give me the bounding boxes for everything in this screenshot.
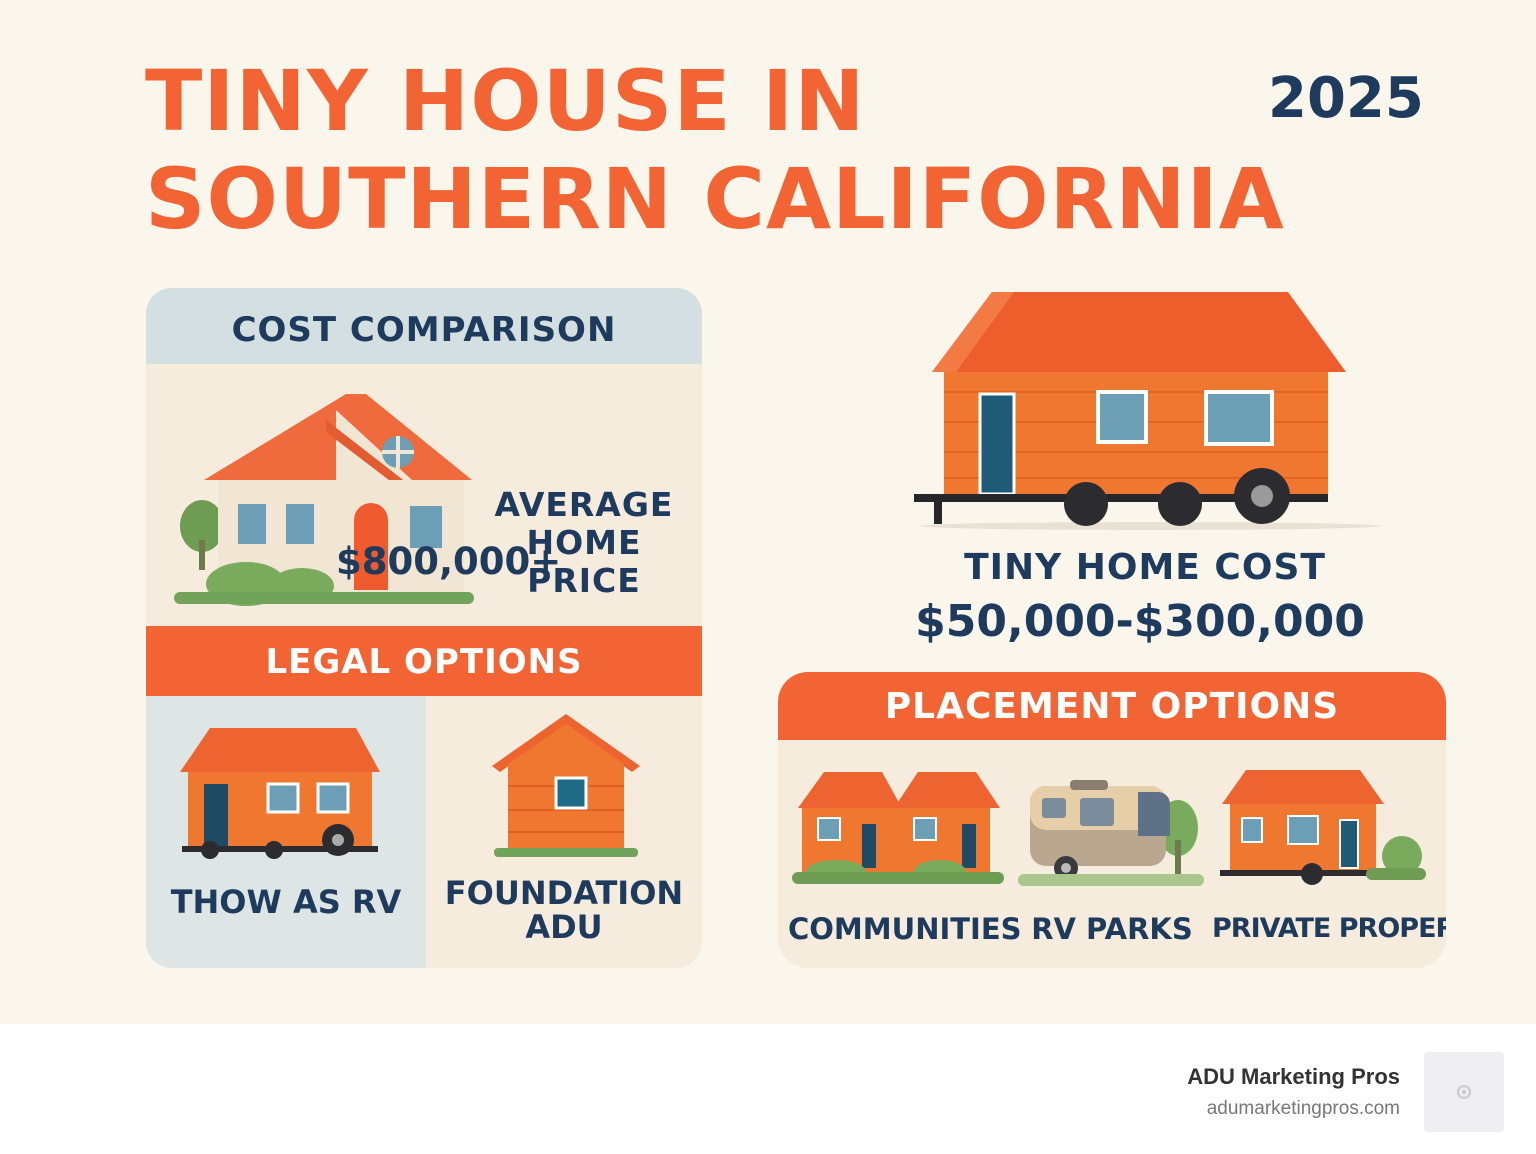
average-label-line-3: PRICE xyxy=(527,561,641,600)
placement-options-panel: PLACEMENT OPTIONS xyxy=(778,672,1446,968)
foundation-adu-icon xyxy=(492,714,640,857)
brand-name: ADU Marketing Pros xyxy=(1187,1064,1400,1089)
rv-parks-label: RV PARKS xyxy=(1031,912,1193,946)
cost-and-legal-panel: COST COMPARISON xyxy=(146,288,702,968)
average-label-line-2: HOME xyxy=(526,523,642,562)
legal-option-foundation-adu: FOUNDATION ADU xyxy=(426,696,702,968)
thow-as-rv-label: THOW AS RV xyxy=(170,883,402,921)
foundation-label-line-2: ADU xyxy=(525,908,603,946)
attribution-footer xyxy=(0,1024,1536,1154)
private-property-house-icon xyxy=(1220,770,1426,885)
rv-park-icon xyxy=(1018,780,1204,886)
year-label: 2025 xyxy=(1268,66,1424,131)
page-title: TINY HOUSE IN SOUTHERN CALIFORNIA xyxy=(145,52,1285,248)
community-houses-icon xyxy=(792,772,1004,884)
brand-url: adumarketingpros.com xyxy=(1206,1098,1400,1119)
average-label-line-1: AVERAGE xyxy=(494,485,674,524)
tiny-home-cost-value: $50,000-$300,000 xyxy=(915,596,1365,647)
title-line-1: TINY HOUSE IN xyxy=(145,52,866,150)
tiny-home-cost-label: TINY HOME COST xyxy=(964,547,1326,588)
average-home-price-value: $800,000+ xyxy=(336,540,562,583)
foundation-label-line-1: FOUNDATION xyxy=(444,874,684,912)
brand-logo xyxy=(1424,1052,1504,1132)
tiny-house-on-wheels-icon xyxy=(180,728,380,859)
legal-options-heading: LEGAL OPTIONS xyxy=(146,626,702,696)
cost-comparison-body: AVERAGE HOME PRICE xyxy=(146,364,702,626)
communities-label: COMMUNITIES xyxy=(788,912,1022,946)
legal-option-thow: THOW AS RV xyxy=(146,696,426,968)
traditional-house-icon xyxy=(174,394,474,606)
logo-icon xyxy=(1457,1085,1471,1099)
infographic-canvas: TINY HOUSE IN SOUTHERN CALIFORNIA 2025 C… xyxy=(145,52,1446,968)
tiny-home-on-trailer-icon xyxy=(914,292,1380,530)
average-home-price-label: AVERAGE HOME PRICE xyxy=(492,486,676,600)
placement-options-heading: PLACEMENT OPTIONS xyxy=(778,672,1446,740)
foundation-adu-label: FOUNDATION ADU xyxy=(426,876,702,944)
title-line-2: SOUTHERN CALIFORNIA xyxy=(145,150,1285,248)
cost-comparison-heading: COST COMPARISON xyxy=(146,288,702,364)
private-property-label: PRIVATE PROPERTY xyxy=(1212,913,1446,944)
